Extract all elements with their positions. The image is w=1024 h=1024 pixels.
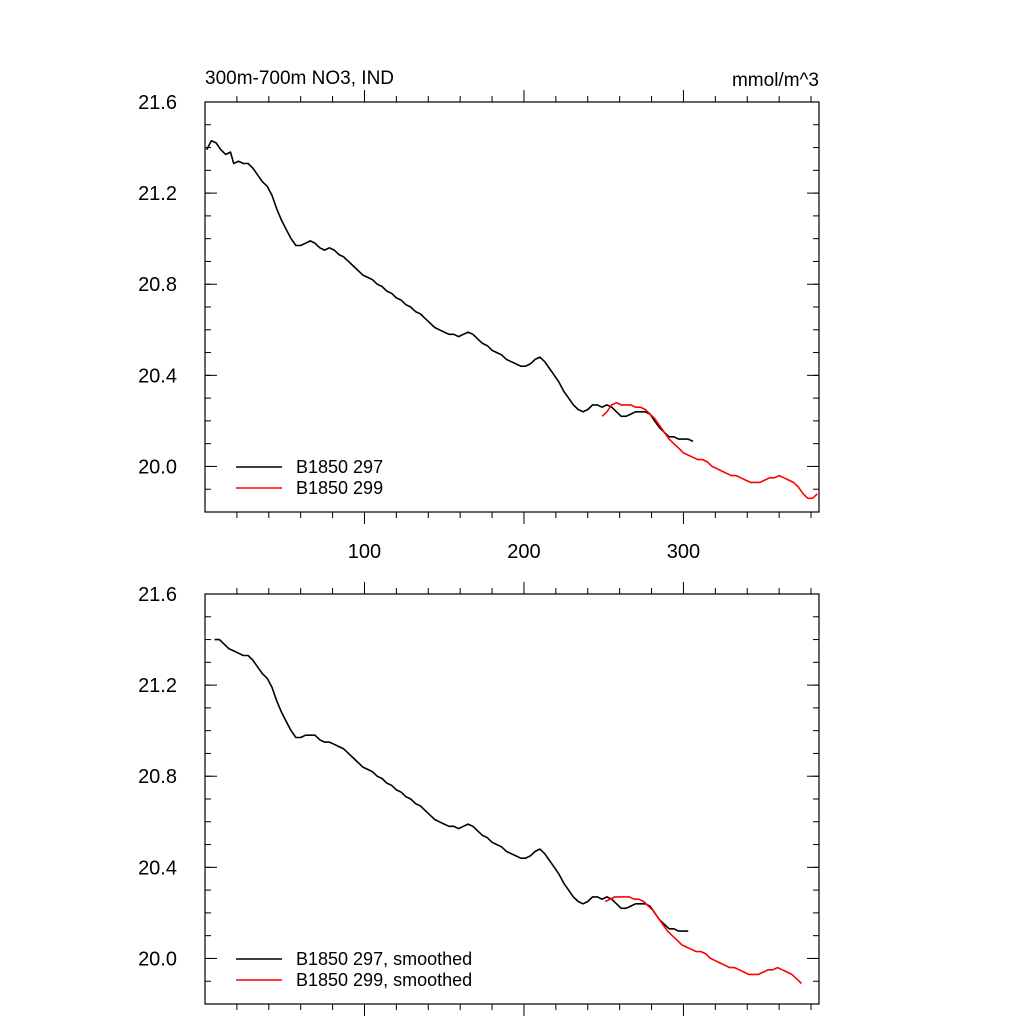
bottom-series-line-2 — [604, 896, 803, 985]
top-y-tick-label: 20.8 — [138, 274, 177, 296]
top-x-tick-label: 200 — [507, 541, 540, 563]
bottom-y-tick-labels: 20.0 20.4 20.8 21.2 21.6 — [138, 584, 177, 970]
top-series-lines — [205, 139, 818, 500]
top-legend-label-1: B1850 297 — [296, 457, 383, 477]
bottom-y-tick-label: 20.4 — [138, 857, 177, 879]
top-chart-title: 300m-700m NO3, IND — [205, 68, 394, 89]
bottom-series-line-1 — [214, 638, 689, 932]
top-y-tick-labels: 20.0 20.4 20.8 21.2 21.6 — [138, 92, 177, 478]
top-panel: 300m-700m NO3, IND mmol/m^3 20.0 20.4 20.8… — [138, 68, 820, 563]
bottom-y-tick-label: 21.2 — [138, 675, 177, 697]
bottom-ticks — [205, 582, 819, 1016]
top-y-tick-label: 20.4 — [138, 365, 177, 387]
top-y-tick-label: 21.6 — [138, 92, 177, 114]
bottom-panel: 20.0 20.4 20.8 21.2 21.6 B1850 297, smoothed… — [138, 582, 820, 1016]
top-plot-frame — [204, 101, 820, 513]
top-y-tick-label: 21.2 — [138, 183, 177, 205]
top-x-tick-label: 300 — [667, 541, 700, 563]
top-y-tick-label: 20.0 — [138, 456, 177, 478]
bottom-series-lines — [214, 638, 803, 985]
bottom-plot-frame — [204, 593, 820, 1005]
bottom-y-tick-label: 20.0 — [138, 948, 177, 970]
bottom-y-tick-label: 20.8 — [138, 766, 177, 788]
top-chart-units: mmol/m^3 — [732, 70, 819, 91]
top-x-tick-label: 100 — [348, 541, 381, 563]
top-legend-label-2: B1850 299 — [296, 478, 383, 498]
top-x-tick-labels: 100 200 300 — [348, 541, 700, 563]
top-series-line-2 — [601, 401, 818, 500]
bottom-legend-label-2: B1850 299, smoothed — [296, 970, 472, 990]
top-ticks — [205, 90, 819, 524]
bottom-y-tick-label: 21.6 — [138, 584, 177, 606]
top-series-line-1 — [205, 139, 694, 443]
bottom-legend-label-1: B1850 297, smoothed — [296, 949, 472, 969]
